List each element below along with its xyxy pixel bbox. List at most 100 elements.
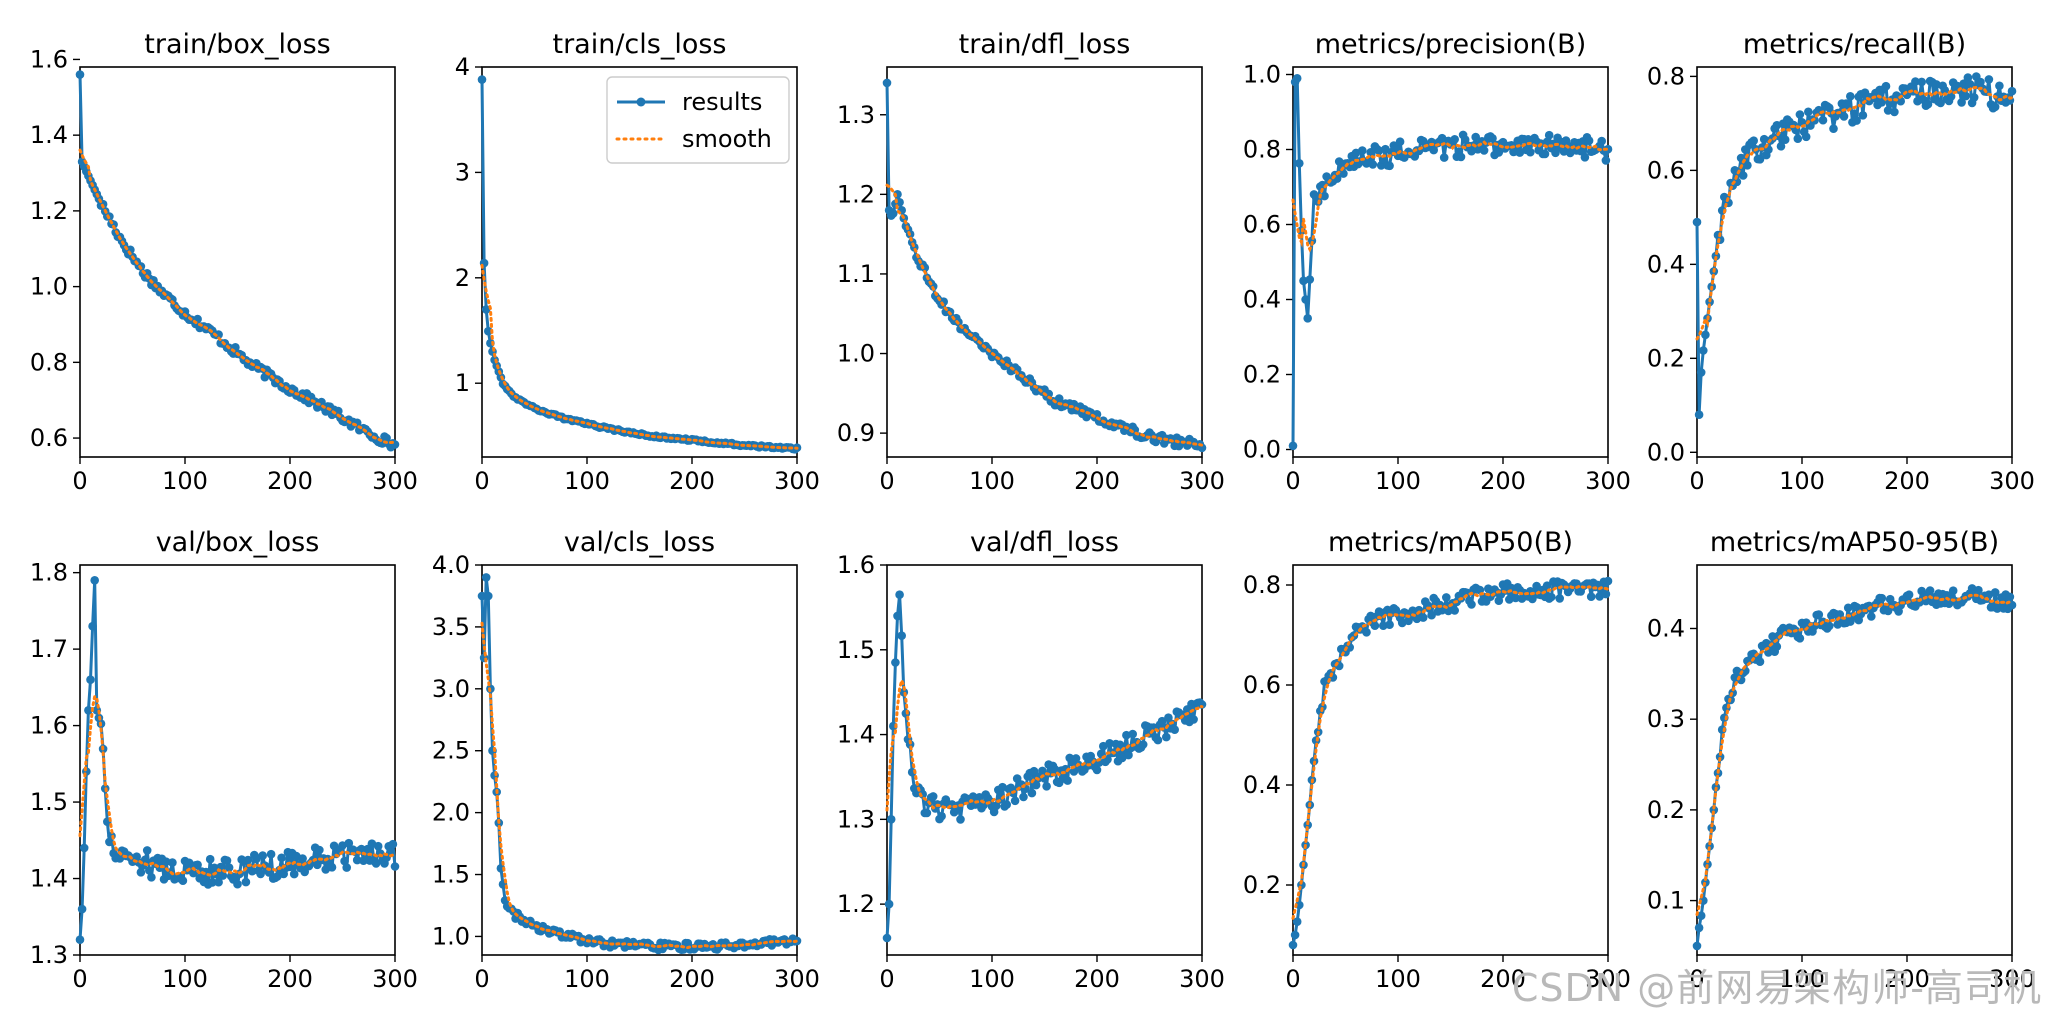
results-line	[1291, 76, 1610, 446]
results-point	[882, 933, 892, 943]
results-point	[315, 845, 324, 855]
results-line	[480, 575, 798, 952]
results-point	[1069, 767, 1079, 776]
results-point	[342, 863, 352, 872]
x-tick-label: 0	[879, 965, 894, 993]
axes-frame	[1292, 66, 1609, 458]
results-point	[1946, 92, 1956, 101]
results-point	[1292, 74, 1302, 83]
results-point	[1976, 77, 1985, 87]
subplot-metrics-map50-b-: metrics/mAP50(B) 0 100 200 300 0.2 0.4 0.6 0.8	[1243, 527, 1631, 993]
results-point	[1528, 594, 1537, 604]
results-point	[937, 811, 946, 821]
results-point	[1793, 134, 1803, 143]
results-point	[481, 573, 491, 582]
y-tick-label: 1.5	[837, 636, 875, 664]
x-tick-label: 0	[72, 965, 87, 993]
y-tick-label: 3	[455, 158, 470, 186]
y-tick-label: 1.2	[30, 197, 68, 225]
results-point	[1699, 346, 1708, 355]
results-point	[75, 935, 85, 944]
results-point	[266, 849, 276, 859]
results-point	[477, 75, 487, 84]
results-point	[968, 792, 978, 801]
results-line	[1695, 75, 2014, 417]
y-tick-label: 1.3	[837, 101, 875, 129]
x-tick-label: 100	[969, 467, 1015, 495]
results-point	[1164, 713, 1173, 722]
results-point	[1170, 725, 1179, 734]
results-point	[1460, 135, 1470, 144]
y-tick-label: 0.4	[1243, 286, 1281, 314]
results-point	[218, 871, 228, 880]
results-point	[1303, 314, 1312, 323]
results-point	[1692, 941, 1702, 951]
results-point	[359, 856, 368, 865]
results-point	[289, 869, 299, 879]
smooth-line	[885, 183, 1204, 447]
results-point	[1305, 275, 1315, 284]
results-point	[1292, 917, 1302, 926]
y-tick-label: 2	[455, 264, 470, 292]
x-tick-label: 100	[162, 965, 208, 993]
results-point	[243, 855, 253, 865]
results-point	[214, 330, 223, 339]
y-tick-label: 1.0	[432, 922, 470, 950]
results-point	[2005, 592, 2015, 602]
results-point	[1917, 77, 1926, 87]
results-point	[1858, 111, 1868, 120]
results-point	[1379, 155, 1388, 164]
y-tick-label: 1.8	[30, 559, 68, 587]
results-point	[1995, 81, 2004, 91]
results-point	[1601, 156, 1611, 165]
results-point	[1885, 594, 1895, 604]
x-tick-label: 0	[474, 965, 489, 993]
subplot-title: val/cls_loss	[564, 527, 715, 558]
x-tick-label: 100	[564, 467, 610, 495]
y-tick-label: 0.3	[1647, 705, 1685, 733]
results-point	[1442, 593, 1451, 602]
subplot-metrics-recall-b-: metrics/recall(B) 0 100 200 300 0.0 0.2 0.4 0.6 0…	[1647, 29, 2035, 495]
results-point	[241, 877, 251, 887]
x-tick-label: 300	[774, 467, 820, 495]
y-tick-label: 1.3	[30, 941, 68, 969]
results-point	[1301, 295, 1310, 304]
results-point	[1339, 169, 1348, 178]
results-point	[1162, 732, 1171, 742]
results-point	[1701, 330, 1710, 340]
subplot-val-cls-loss: val/cls_loss 0 100 200 300 1.0 1.5 2.0 2.5 3.0 3.5…	[432, 527, 820, 993]
results-point	[895, 590, 904, 599]
subplot-title: val/box_loss	[156, 527, 320, 558]
results-point	[1479, 146, 1489, 155]
x-tick-label: 200	[267, 467, 313, 495]
x-tick-label: 0	[879, 467, 894, 495]
y-tick-label: 0.2	[1243, 361, 1281, 389]
results-point	[1580, 153, 1590, 162]
results-point	[84, 706, 93, 715]
results-point	[1547, 592, 1556, 602]
results-point	[1969, 93, 1979, 102]
results-point	[1370, 621, 1380, 630]
results-point	[1418, 613, 1428, 622]
results-point	[258, 851, 268, 860]
x-tick-label: 200	[1074, 467, 1120, 495]
results-point	[1818, 115, 1828, 125]
subplot-metrics-map50-95-b-: metrics/mAP50-95(B) 0 100 200 300 0.1 0.2 0.3 0.…	[1647, 527, 2035, 993]
x-tick-label: 300	[774, 965, 820, 993]
results-point	[1732, 177, 1742, 187]
smooth-line	[480, 263, 799, 450]
subplot-title: train/box_loss	[144, 29, 330, 60]
y-tick-label: 0.8	[1243, 136, 1281, 164]
x-tick-label: 0	[1285, 965, 1300, 993]
results-point	[1707, 823, 1716, 833]
y-tick-label: 4.0	[432, 551, 470, 579]
results-point	[1456, 152, 1466, 162]
y-tick-label: 0.8	[30, 348, 68, 376]
smooth-line	[1291, 140, 1610, 253]
results-point	[1295, 159, 1304, 168]
results-point	[1368, 160, 1378, 169]
results-point	[1027, 788, 1037, 798]
results-point	[388, 839, 398, 849]
subplot-title: metrics/precision(B)	[1315, 29, 1587, 60]
